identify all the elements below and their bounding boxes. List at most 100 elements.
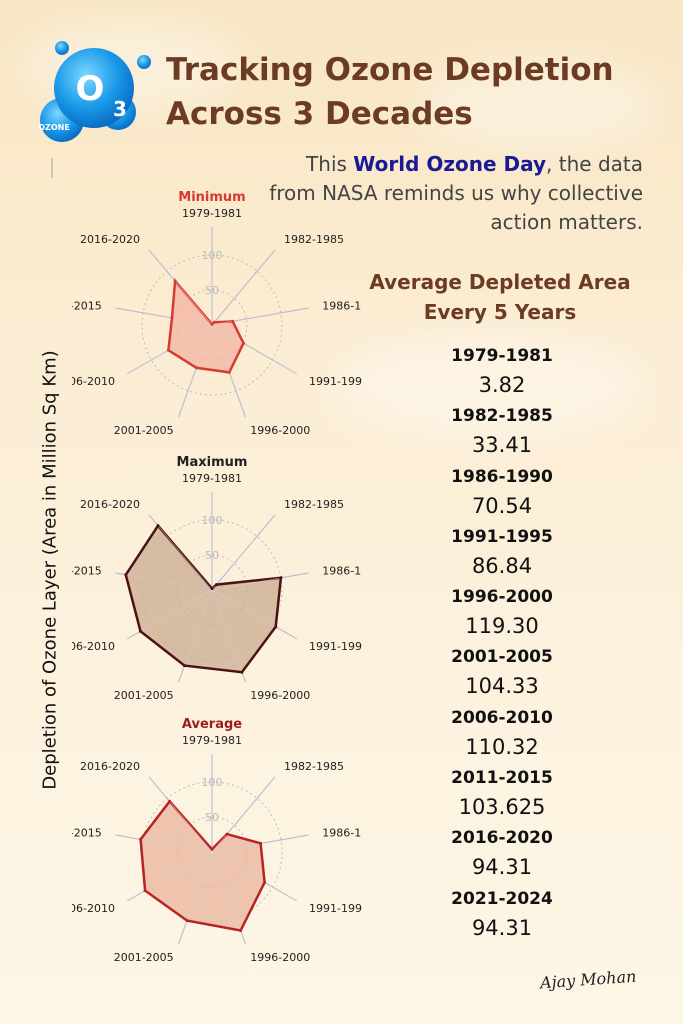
data-point xyxy=(279,576,283,580)
data-point xyxy=(194,366,198,370)
logo-text: OZONE xyxy=(38,123,70,132)
axis-label: 2001-2005 xyxy=(114,951,174,964)
list-item: 1982-1985 33.41 xyxy=(392,403,612,463)
axis-spoke-overlay xyxy=(115,834,213,853)
data-point xyxy=(259,841,263,845)
data-point xyxy=(139,629,142,633)
average-heading-line-2: Every 5 Years xyxy=(423,300,577,324)
axis-label: 1991-1995 xyxy=(309,375,362,388)
list-item: 1991-1995 86.84 xyxy=(392,524,612,584)
tick-label: 100 xyxy=(202,249,223,262)
axis-label: 2016-2020 xyxy=(80,498,140,511)
axis-spoke-overlay xyxy=(126,851,213,902)
data-point xyxy=(143,889,147,893)
period-value: 86.84 xyxy=(471,553,533,578)
svg-text:O: O xyxy=(76,69,105,109)
background-cloud xyxy=(420,60,660,150)
data-point xyxy=(231,319,235,323)
chart-title: Average xyxy=(182,717,242,732)
data-point xyxy=(124,573,128,577)
axis-label: 2011-2015 xyxy=(72,827,102,840)
data-point xyxy=(166,348,170,352)
data-point xyxy=(210,322,214,326)
period-label: 1991-1995 xyxy=(451,526,553,547)
list-item: 1996-2000 119.30 xyxy=(392,584,612,644)
period-label: 2001-2005 xyxy=(451,647,553,668)
chart-title: Minimum xyxy=(178,190,245,205)
axis-spoke-overlay xyxy=(178,324,213,418)
data-point xyxy=(212,320,216,324)
axis-label: 2001-2005 xyxy=(114,424,174,437)
grid-ring xyxy=(176,289,248,361)
data-point xyxy=(210,587,214,591)
axis-label: 1991-1995 xyxy=(309,640,362,653)
svg-text:3: 3 xyxy=(113,97,127,121)
axis-spoke-overlay xyxy=(178,851,213,945)
data-point xyxy=(239,929,243,932)
period-value: 94.31 xyxy=(471,855,533,880)
axis-spoke-overlay xyxy=(148,514,213,591)
intro-prefix: This xyxy=(306,152,354,176)
period-label: 2016-2020 xyxy=(451,828,553,849)
axis-label: 2016-2020 xyxy=(80,233,140,246)
axis-spoke-overlay xyxy=(211,851,298,902)
axis-label: 2011-2015 xyxy=(72,300,102,313)
data-point xyxy=(139,837,143,841)
radar-chart-average: Average 50 100 1979-1981 1982-1985 1986-1990 1… xyxy=(72,717,362,964)
divider-mark xyxy=(51,158,53,178)
list-item: 1986-1990 70.54 xyxy=(392,464,612,524)
axis-label: 2011-2015 xyxy=(72,565,102,578)
axis-spoke xyxy=(211,249,276,326)
chart-title: Maximum xyxy=(177,455,248,470)
axis-label: 1982-1985 xyxy=(284,760,344,773)
data-point xyxy=(215,583,218,587)
axis-spoke xyxy=(211,514,276,591)
title-line-1: Tracking Ozone Depletion xyxy=(166,52,614,88)
data-point xyxy=(156,524,160,528)
axis-label: 1996-2000 xyxy=(250,689,310,702)
axis-spoke-overlay xyxy=(211,514,276,591)
period-value: 3.82 xyxy=(478,373,526,397)
axis-spoke-overlay xyxy=(115,307,213,326)
period-value: 104.33 xyxy=(465,674,539,699)
tick-label: 100 xyxy=(202,514,223,527)
axis-label: 2006-2010 xyxy=(72,902,115,915)
period-label: 2021-2024 xyxy=(451,888,553,909)
data-point xyxy=(183,664,186,668)
period-value: 103.625 xyxy=(458,795,546,820)
axis-label: 1979-1981 xyxy=(182,207,242,220)
radar-chart-minimum: Minimum 50 100 1979-1981 1982-1985 1986-1990 1… xyxy=(72,190,362,437)
axis-label: 1986-1990 xyxy=(322,827,362,840)
list-item: 2001-2005 104.33 xyxy=(392,644,612,704)
period-value: 119.30 xyxy=(465,614,539,639)
intro-highlight: World Ozone Day xyxy=(353,152,547,176)
axis-spoke-overlay xyxy=(115,572,213,591)
axis-label: 1982-1985 xyxy=(284,498,344,511)
author-signature: Ajay Mohan xyxy=(539,966,637,993)
axis-spoke-overlay xyxy=(211,589,298,640)
axis-label: 1982-1985 xyxy=(284,233,344,246)
list-item: 2016-2020 94.31 xyxy=(392,825,612,885)
list-item: 2021-2024 94.31 xyxy=(392,886,612,946)
period-label: 1996-2000 xyxy=(451,587,553,608)
axis-spoke-overlay xyxy=(211,851,246,945)
axis-spoke-overlay xyxy=(211,249,276,326)
average-list-heading: Average Depleted Area Every 5 Years xyxy=(340,267,660,327)
grid-ring xyxy=(141,519,283,661)
period-label: 1982-1985 xyxy=(451,406,553,427)
data-point xyxy=(185,919,189,923)
background-cloud xyxy=(330,330,650,440)
average-heading-line-1: Average Depleted Area xyxy=(369,270,631,294)
grid-ring xyxy=(141,254,283,396)
period-value: 110.32 xyxy=(465,734,539,759)
data-point xyxy=(227,370,231,374)
intro-text: This World Ozone Day, the data from NASA… xyxy=(263,150,643,237)
axis-label: 1979-1981 xyxy=(182,472,242,485)
intro-suffix: , the data from NASA reminds us why coll… xyxy=(269,152,643,234)
axis-label: 1996-2000 xyxy=(250,424,310,437)
list-item: 1979-1981 3.82 xyxy=(392,343,612,403)
data-series-area xyxy=(139,799,266,932)
axis-label: 1986-1990 xyxy=(322,300,362,313)
axis-label: 2001-2005 xyxy=(114,689,174,702)
axis-spoke-overlay xyxy=(211,589,246,683)
